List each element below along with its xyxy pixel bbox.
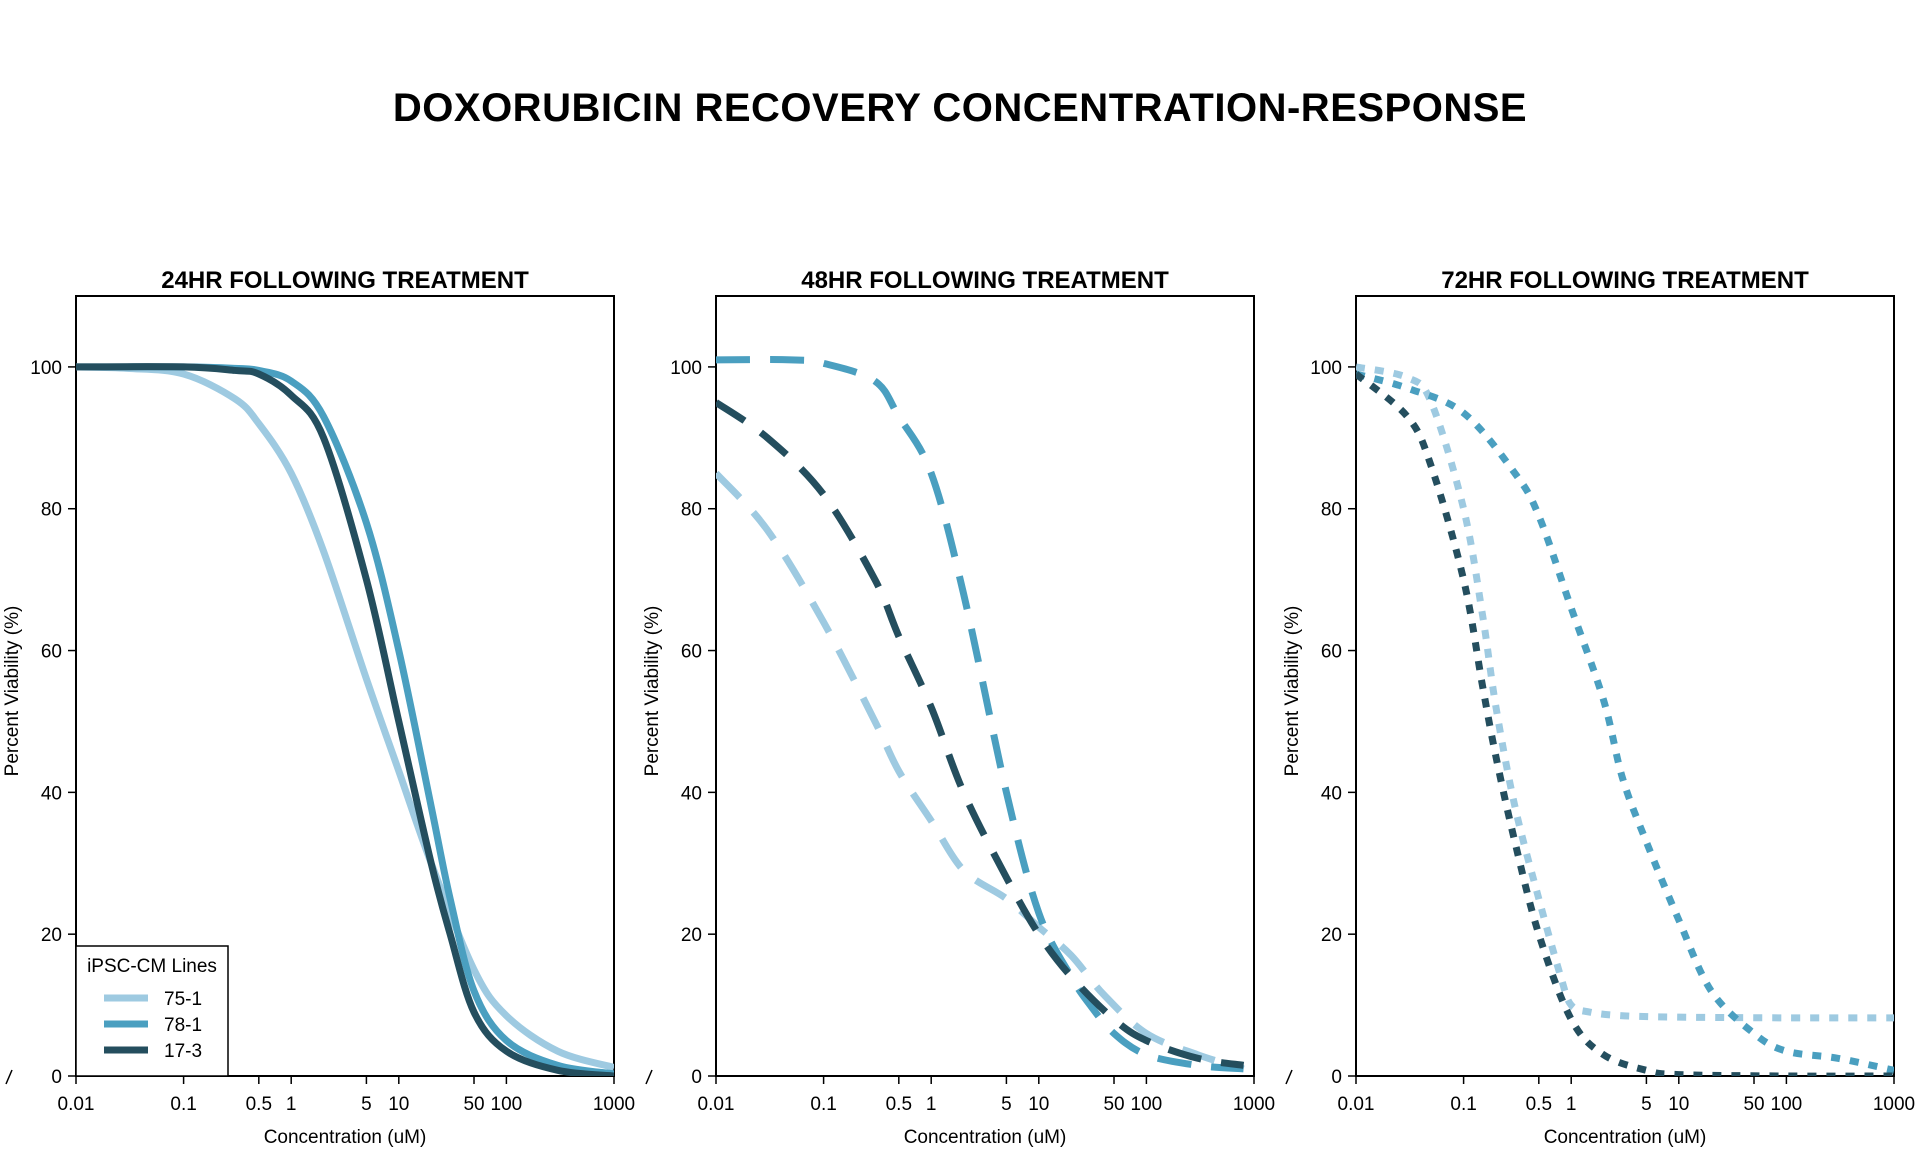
panel-title: 72HR FOLLOWING TREATMENT (1441, 267, 1809, 294)
plot-frame (75, 295, 615, 1077)
series-line-17-3 (716, 399, 1245, 1069)
legend-item-label: 75-1 (164, 989, 202, 1010)
x-tick-label: 1000 (1233, 1094, 1275, 1115)
x-tick-label: 5 (1001, 1094, 1012, 1115)
y-tick-label: 0 (691, 1067, 702, 1088)
series-line-75-1 (1356, 363, 1894, 1022)
x-tick-label: 1 (926, 1094, 937, 1115)
x-tick-label: 100 (1771, 1094, 1803, 1115)
x-tick-label: 0.1 (810, 1094, 836, 1115)
y-tick-label: 40 (41, 783, 62, 804)
x-tick-label: 0.5 (246, 1094, 272, 1115)
series-line-17-3 (76, 363, 614, 1076)
y-axis-label: Percent Viability (%) (642, 606, 663, 777)
legend-item-label: 17-3 (164, 1041, 202, 1062)
x-axis-label: Concentration (uM) (264, 1127, 427, 1148)
x-tick-label: 10 (1028, 1094, 1049, 1115)
y-tick-label: 0 (1331, 1067, 1342, 1088)
y-tick-label: 20 (681, 925, 702, 946)
y-tick-label: 20 (41, 925, 62, 946)
x-tick-label: 5 (1641, 1094, 1652, 1115)
y-tick-label: 40 (1321, 783, 1342, 804)
y-tick-label: 60 (1321, 642, 1342, 663)
page-title: DOXORUBICIN RECOVERY CONCENTRATION-RESPO… (392, 86, 1528, 130)
y-axis-label: Percent Viability (%) (1282, 606, 1303, 777)
axis-break-mark (5, 1069, 13, 1085)
x-tick-label: 100 (491, 1094, 523, 1115)
x-tick-label: 0.01 (698, 1094, 735, 1115)
y-tick-label: 80 (681, 500, 702, 521)
legend-title: iPSC-CM Lines (87, 956, 217, 977)
y-tick-label: 60 (41, 642, 62, 663)
legend-item-label: 78-1 (164, 1015, 202, 1036)
x-tick-label: 1000 (1873, 1094, 1915, 1115)
x-tick-label: 1 (1566, 1094, 1577, 1115)
series-line-17-3 (1356, 371, 1894, 1076)
x-tick-label: 5 (361, 1094, 372, 1115)
x-tick-label: 0.5 (1526, 1094, 1552, 1115)
chart-panel-24hr: 24HR FOLLOWING TREATMENT 0 20 40 60 80 100 0.01… (2, 267, 635, 1148)
x-tick-label: 0.01 (1338, 1094, 1375, 1115)
x-tick-label: 10 (1668, 1094, 1689, 1115)
panel-title: 24HR FOLLOWING TREATMENT (161, 267, 529, 294)
axis-break-mark (1285, 1069, 1293, 1085)
panel-title: 48HR FOLLOWING TREATMENT (801, 267, 1169, 294)
legend-box (75, 945, 229, 1077)
y-tick-label: 80 (41, 500, 62, 521)
y-tick-label: 60 (681, 642, 702, 663)
x-tick-label: 10 (388, 1094, 409, 1115)
y-tick-label: 100 (1310, 358, 1342, 379)
y-tick-label: 40 (681, 783, 702, 804)
x-tick-label: 1 (286, 1094, 297, 1115)
series-line-75-1 (76, 363, 614, 1071)
plot-frame (1355, 295, 1895, 1077)
axis-break-mark (645, 1069, 653, 1085)
chart-panel-48hr: 48HR FOLLOWING TREATMENT 0 20 40 60 80 100 0.01… (642, 267, 1275, 1148)
x-tick-label: 0.1 (1450, 1094, 1476, 1115)
x-axis-label: Concentration (uM) (1544, 1127, 1707, 1148)
y-axis-label: Percent Viability (%) (2, 606, 23, 777)
x-tick-label: 50 (1103, 1094, 1124, 1115)
x-tick-label: 0.5 (886, 1094, 912, 1115)
y-tick-label: 100 (30, 358, 62, 379)
x-tick-label: 50 (463, 1094, 484, 1115)
legend: iPSC-CM Lines 75-1 78-1 17-3 (75, 945, 229, 1077)
chart-panel-72hr: 72HR FOLLOWING TREATMENT 0 20 40 60 80 100 0.01… (1282, 267, 1915, 1148)
y-tick-label: 80 (1321, 500, 1342, 521)
x-axis-label: Concentration (uM) (904, 1127, 1067, 1148)
x-tick-label: 0.01 (58, 1094, 95, 1115)
x-tick-label: 0.1 (170, 1094, 196, 1115)
series-line-78-1 (716, 356, 1244, 1073)
x-tick-label: 50 (1743, 1094, 1764, 1115)
y-tick-label: 100 (670, 358, 702, 379)
series-line-75-1 (716, 470, 1245, 1073)
x-tick-label: 100 (1131, 1094, 1163, 1115)
x-tick-label: 1000 (593, 1094, 635, 1115)
y-tick-label: 0 (51, 1067, 62, 1088)
series-line-78-1 (1356, 370, 1894, 1074)
y-tick-label: 20 (1321, 925, 1342, 946)
plot-frame (715, 295, 1255, 1077)
